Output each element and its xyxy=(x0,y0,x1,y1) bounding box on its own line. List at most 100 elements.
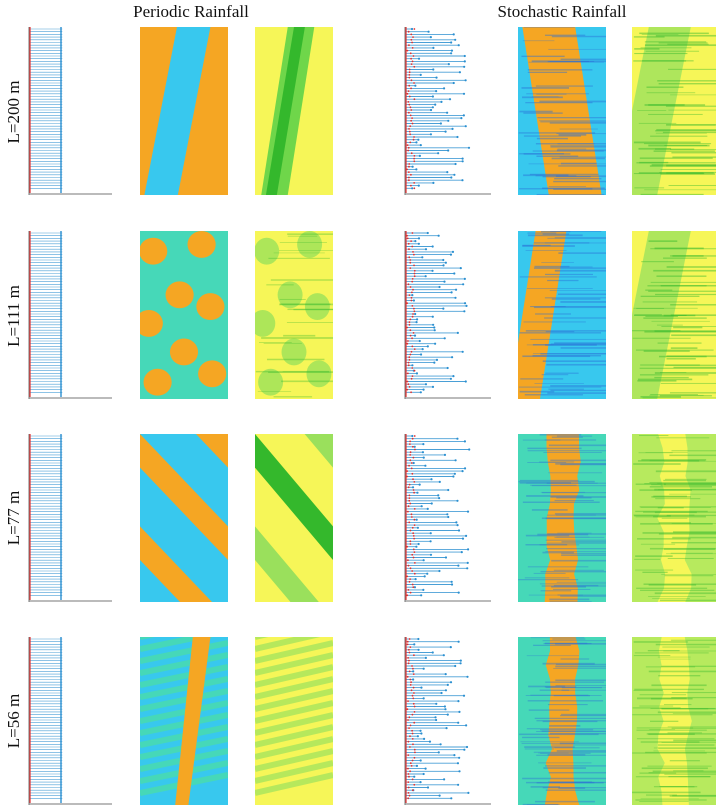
rain-streak xyxy=(550,385,606,387)
rain-pulse-marker xyxy=(413,586,417,589)
rain-streak xyxy=(558,252,606,254)
rain-streak xyxy=(671,152,716,154)
rain-pulse-marker xyxy=(450,52,453,55)
rain-streak xyxy=(673,326,703,329)
event-marker xyxy=(409,329,412,332)
event-marker xyxy=(407,30,410,33)
rain-streak xyxy=(636,162,716,164)
event-marker xyxy=(408,68,411,71)
rain-streak xyxy=(644,41,707,43)
event-marker xyxy=(413,136,415,138)
rain-streak xyxy=(522,96,563,99)
water-map-panel-stochastic-row1 xyxy=(518,27,606,195)
rain-pulse-marker xyxy=(420,505,423,508)
rain-streak xyxy=(561,541,606,543)
event-marker xyxy=(409,578,412,580)
rain-pulse-marker xyxy=(451,250,455,253)
rain-streak xyxy=(551,157,605,160)
panel-graphic xyxy=(140,434,228,602)
panel-graphic xyxy=(255,637,333,805)
rain-pulse-marker xyxy=(460,551,463,554)
rain-streak xyxy=(560,162,597,165)
event-marker xyxy=(408,464,410,467)
fine-stripe xyxy=(255,700,333,724)
rain-streak xyxy=(657,744,715,746)
event-marker xyxy=(410,63,413,65)
rain-streak xyxy=(544,686,577,688)
vegetation-spot xyxy=(196,293,225,321)
event-marker xyxy=(413,748,416,751)
rain-streak xyxy=(638,122,677,124)
panel-graphic xyxy=(518,27,606,195)
fine-stripe xyxy=(140,640,228,664)
rain-streak xyxy=(639,705,674,707)
event-marker xyxy=(406,342,409,345)
rain-pulse-marker xyxy=(446,111,449,114)
rain-pulse-marker xyxy=(464,534,468,537)
rain-pulse-marker xyxy=(467,791,470,794)
rain-pulse-marker xyxy=(450,41,453,44)
event-marker xyxy=(406,545,408,548)
biomass-streak xyxy=(293,308,333,311)
rain-streak xyxy=(525,695,602,696)
rain-streak xyxy=(540,121,606,123)
rain-streak xyxy=(665,364,716,366)
rain-pulse-marker xyxy=(446,171,449,174)
rain-pulse-marker xyxy=(435,358,439,361)
rain-streak xyxy=(519,153,564,155)
event-marker xyxy=(411,570,414,572)
rain-streak xyxy=(550,231,602,232)
panel-graphic xyxy=(27,231,112,399)
rain-streak xyxy=(640,295,700,297)
rain-streak xyxy=(672,713,716,715)
rain-streak xyxy=(542,233,570,235)
vegetation-spot xyxy=(297,231,323,258)
event-marker xyxy=(408,248,410,251)
rain-streak xyxy=(632,714,713,716)
event-marker xyxy=(407,146,410,149)
rain-streak xyxy=(549,732,606,735)
rain-pulse-marker xyxy=(461,179,464,182)
rain-pulse-marker xyxy=(432,46,435,49)
rain-streak xyxy=(652,598,690,599)
rain-streak xyxy=(648,772,716,774)
rain-streak xyxy=(561,713,606,716)
rain-streak xyxy=(534,717,606,720)
event-marker xyxy=(408,323,411,326)
rain-pulse-marker xyxy=(457,44,460,47)
rain-pulse-marker xyxy=(424,383,428,386)
rain-streak xyxy=(641,459,707,461)
rain-streak xyxy=(657,711,716,714)
rain-pulse-marker xyxy=(422,588,425,591)
vegetation-spot xyxy=(187,231,216,258)
rain-streak xyxy=(556,581,606,583)
event-marker xyxy=(409,684,412,686)
rain-streak xyxy=(524,577,570,579)
rain-pulse-marker xyxy=(414,240,417,243)
rain-pulse-marker xyxy=(433,361,436,364)
rain-streak xyxy=(656,324,683,326)
row-label-3: L=77 m xyxy=(4,490,23,546)
rain-streak xyxy=(549,598,590,601)
event-marker xyxy=(407,786,410,789)
event-marker xyxy=(409,735,411,738)
event-marker xyxy=(406,594,409,597)
event-marker xyxy=(413,562,416,564)
rain-streak xyxy=(641,34,679,35)
event-marker xyxy=(407,361,410,364)
rain-streak xyxy=(536,137,568,140)
diagonal-stripe xyxy=(255,434,333,560)
rain-pulse-marker xyxy=(463,302,467,305)
rain-streak xyxy=(560,347,606,349)
event-marker xyxy=(412,535,415,537)
rain-streak xyxy=(642,60,694,62)
rain-streak xyxy=(639,772,677,774)
event-marker xyxy=(408,443,411,445)
rain-streak xyxy=(545,551,606,552)
rain-streak xyxy=(655,470,716,473)
rain-pulse-marker xyxy=(463,65,466,68)
event-marker xyxy=(410,462,413,464)
rain-pulse-marker xyxy=(457,591,460,594)
event-marker xyxy=(411,778,414,781)
rain-streak xyxy=(648,670,716,673)
